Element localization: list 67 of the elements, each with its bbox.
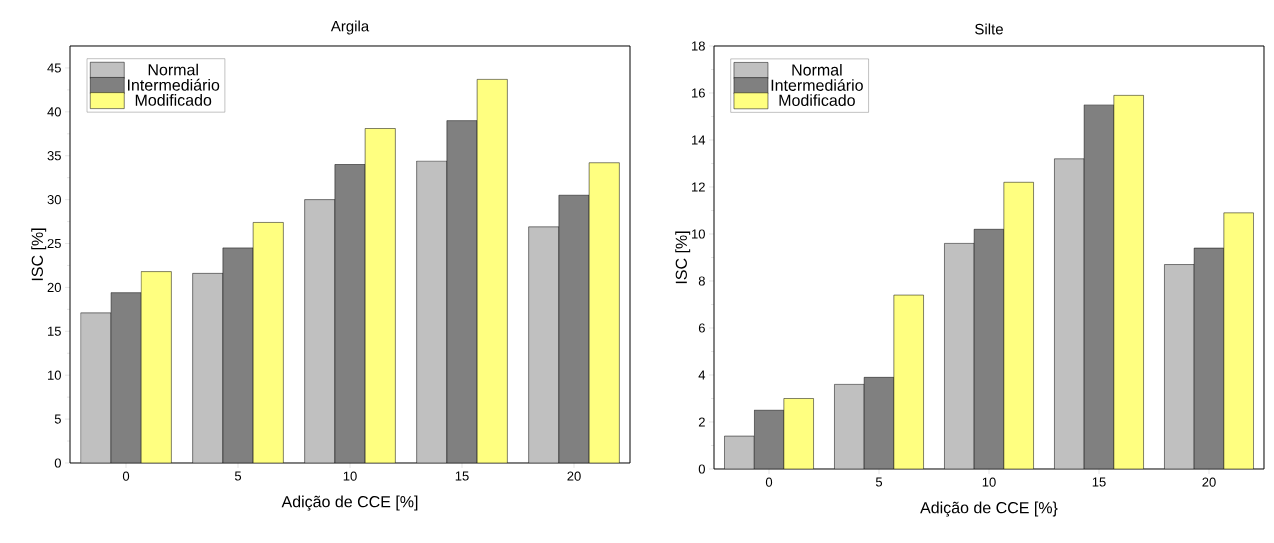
y-tick-label: 10 xyxy=(48,370,61,380)
bar xyxy=(80,312,111,463)
bar xyxy=(446,120,478,463)
y-tick-label: 18 xyxy=(692,41,705,51)
y-tick-label: 12 xyxy=(692,182,705,192)
bar xyxy=(1054,158,1085,469)
y-axis-title: ISC [%] xyxy=(675,231,691,284)
x-tick-label: 20 xyxy=(567,471,581,481)
x-tick-label: 0 xyxy=(765,477,773,487)
y-tick-label: 5 xyxy=(54,414,61,424)
y-tick-label: 20 xyxy=(47,282,61,293)
y-tick-label: 25 xyxy=(47,238,61,249)
legend-label: Intermediário xyxy=(771,78,863,91)
y-tick-label: 14 xyxy=(692,135,706,145)
bar xyxy=(334,164,366,463)
y-tick-label: 0 xyxy=(698,464,705,474)
x-tick-label: 20 xyxy=(1202,477,1216,487)
y-tick-label: 10 xyxy=(692,229,705,239)
bar xyxy=(477,79,508,463)
x-tick-label: 0 xyxy=(122,471,130,481)
bar xyxy=(192,273,223,463)
bar xyxy=(1223,212,1254,469)
bar xyxy=(588,162,620,463)
bar xyxy=(783,398,814,469)
y-tick-label: 2 xyxy=(698,417,705,427)
bar xyxy=(558,194,590,463)
bar xyxy=(222,247,254,463)
x-tick-label: 15 xyxy=(455,471,469,481)
x-tick-label: 5 xyxy=(875,477,883,487)
y-tick-label: 40 xyxy=(47,107,61,117)
legend-label: Normal xyxy=(148,63,198,76)
bar xyxy=(1003,182,1034,469)
bar xyxy=(253,222,284,463)
x-tick-label: 5 xyxy=(234,471,242,481)
legend-label: Normal xyxy=(792,63,842,76)
bar xyxy=(110,292,142,463)
bar xyxy=(416,160,447,463)
x-tick-label: 15 xyxy=(1092,477,1106,487)
bar xyxy=(834,384,865,469)
x-tick-label: 10 xyxy=(343,471,357,481)
y-tick-label: 6 xyxy=(698,323,705,333)
y-tick-label: 15 xyxy=(48,326,61,336)
y-tick-label: 30 xyxy=(47,195,61,205)
x-axis-title: Adição de CCE [%] xyxy=(281,495,418,511)
bar xyxy=(1164,264,1195,469)
legend-label: Modificado xyxy=(779,94,855,107)
x-tick-label: 10 xyxy=(982,477,996,487)
bar xyxy=(724,435,755,469)
x-axis-title: Adição de CCE [%} xyxy=(920,501,1058,517)
bar xyxy=(1113,95,1144,469)
bar xyxy=(944,243,975,469)
y-tick-label: 35 xyxy=(47,151,61,161)
y-tick-label: 8 xyxy=(698,276,705,286)
bar xyxy=(528,226,560,463)
chart-title: Argila xyxy=(330,20,370,35)
bar xyxy=(365,128,396,463)
y-tick-label: 45 xyxy=(47,63,61,73)
bar xyxy=(304,199,335,463)
chart-title: Silte xyxy=(975,23,1003,35)
bar xyxy=(893,294,924,469)
bar xyxy=(141,271,172,463)
legend-label: Modificado xyxy=(135,94,212,106)
legend-label: Intermediário xyxy=(127,78,220,91)
y-axis-title: ISC [%] xyxy=(31,228,47,281)
y-tick-label: 4 xyxy=(698,370,706,380)
y-tick-label: 0 xyxy=(54,458,61,468)
y-tick-label: 16 xyxy=(692,88,705,98)
